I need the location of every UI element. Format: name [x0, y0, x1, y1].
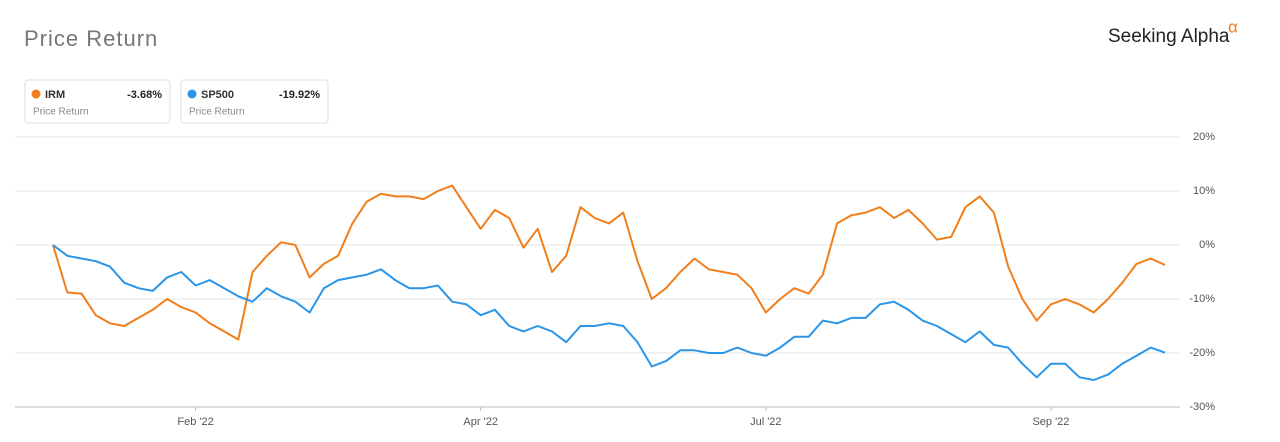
y-tick-label: -10%: [1189, 293, 1215, 305]
y-tick-label: 20%: [1193, 131, 1215, 143]
y-tick-label: 10%: [1193, 185, 1215, 197]
legend-name: IRM: [45, 89, 65, 101]
legend-subtitle: Price Return: [33, 107, 89, 118]
legend-change: -3.68%: [127, 89, 162, 101]
x-tick-label: Jul '22: [750, 416, 781, 428]
legend-dot: [187, 89, 197, 99]
legend-card: [24, 79, 171, 124]
legend-card: [180, 79, 329, 124]
legend-dot: [31, 89, 41, 99]
x-tick-label: Feb '22: [177, 416, 213, 428]
x-tick-label: Sep '22: [1032, 416, 1069, 428]
brand-mark: α: [1228, 17, 1238, 36]
legend-subtitle: Price Return: [189, 107, 245, 118]
y-tick-label: -30%: [1189, 401, 1215, 413]
legend-change: -19.92%: [279, 89, 320, 101]
brand: Seeking Alpha: [1108, 26, 1230, 47]
legend-name: SP500: [201, 89, 234, 101]
series-line: [52, 184, 1166, 341]
y-tick-label: -20%: [1189, 347, 1215, 359]
chart-title: Price Return: [24, 26, 158, 51]
series-line: [52, 244, 1166, 381]
y-tick-label: 0%: [1199, 239, 1215, 251]
x-tick-label: Apr '22: [463, 416, 498, 428]
